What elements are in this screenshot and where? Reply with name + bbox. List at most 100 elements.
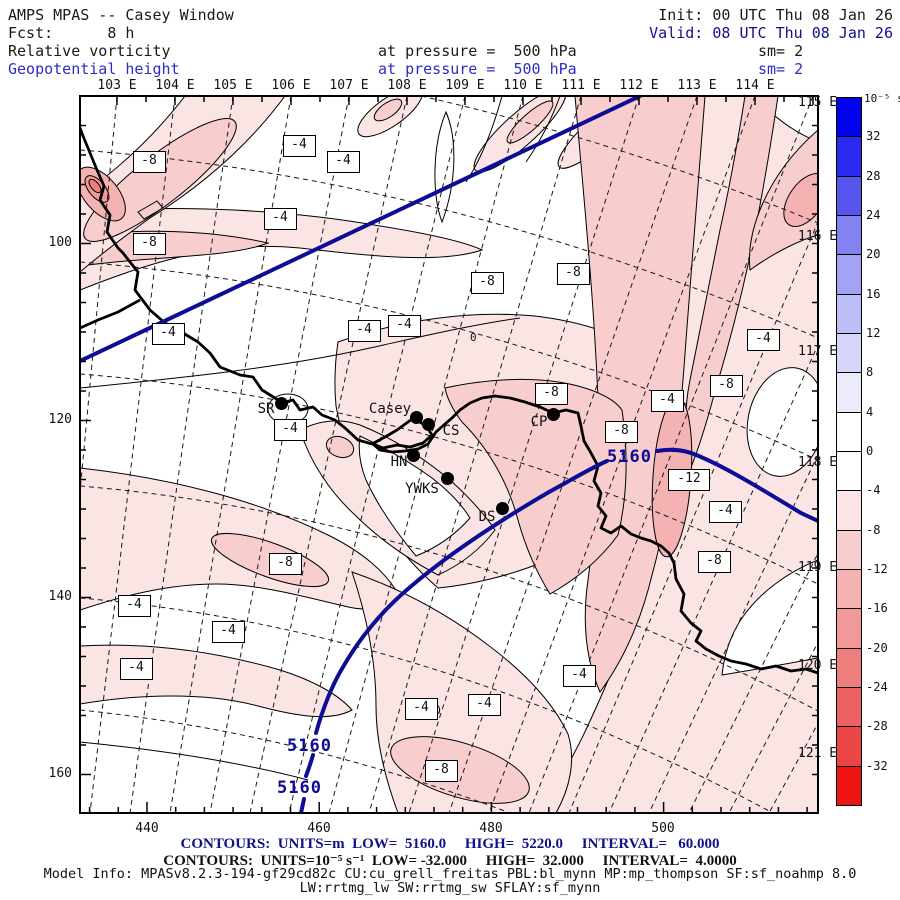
field2-level: at pressure = 500 hPa bbox=[378, 60, 577, 78]
contour-label: -8 bbox=[470, 272, 504, 294]
colorbar-tick-label: -12 bbox=[866, 561, 888, 576]
field2-smoothing: sm= 2 bbox=[758, 60, 804, 78]
contour-label: -8 bbox=[132, 151, 166, 173]
colorbar-segment bbox=[836, 332, 862, 374]
forecast-hour: Fcst: 8 h bbox=[8, 24, 135, 42]
colorbar-segment bbox=[836, 136, 862, 177]
top-axis-label: 111 E bbox=[561, 78, 601, 93]
height-contour-label: 5160 bbox=[277, 778, 322, 798]
colorbar-segment bbox=[836, 293, 862, 334]
colorbar-segment bbox=[836, 647, 862, 688]
colorbar-tick-label: 12 bbox=[866, 325, 881, 340]
colorbar-segment bbox=[836, 686, 862, 728]
contour-label: -4 bbox=[151, 323, 185, 345]
station-label-ywks: YWKS bbox=[405, 481, 439, 497]
station-label-hn: HN bbox=[390, 454, 408, 470]
contour-label: -4 bbox=[282, 135, 316, 157]
height-contour-5160-a bbox=[299, 797, 306, 813]
right-axis-label: 120 E bbox=[798, 658, 838, 673]
contour-label: -8 bbox=[534, 383, 568, 405]
colorbar-tick-label: -28 bbox=[866, 719, 888, 734]
colorbar-segment bbox=[836, 765, 862, 806]
contour-label: -4 bbox=[326, 151, 360, 173]
station-dot-cp bbox=[547, 408, 560, 421]
top-axis-label: 105 E bbox=[213, 78, 253, 93]
station-dot-casey bbox=[410, 411, 423, 424]
contour-label: -4 bbox=[467, 694, 501, 716]
colorbar-tick-label: 16 bbox=[866, 286, 881, 301]
station-label-sr: SR bbox=[257, 401, 275, 417]
colorbar-tick-label: 0 bbox=[866, 443, 874, 458]
right-axis-label: 115 E bbox=[798, 95, 838, 110]
colorbar-segment bbox=[836, 97, 862, 138]
contour-label: -8 bbox=[697, 551, 731, 573]
top-axis-label: 103 E bbox=[97, 78, 137, 93]
station-label-cp: CP bbox=[530, 414, 548, 430]
contour-info-vorticity: CONTOURS: UNITS=10⁻⁵ s⁻¹ LOW= -32.000 HI… bbox=[163, 853, 737, 869]
field1-name: Relative vorticity bbox=[8, 42, 171, 60]
station-dot-ds bbox=[496, 502, 509, 515]
colorbar-segment bbox=[836, 411, 862, 452]
colorbar-tick-label: 24 bbox=[866, 207, 881, 222]
contour-label: -8 bbox=[132, 233, 166, 255]
field2-name: Geopotential height bbox=[8, 60, 180, 78]
field1-level: at pressure = 500 hPa bbox=[378, 42, 577, 60]
station-dot-ywks bbox=[441, 472, 454, 485]
contour-info-height: CONTOURS: UNITS=m LOW= 5160.0 HIGH= 5220… bbox=[180, 836, 720, 852]
contour-label: -8 bbox=[268, 553, 302, 575]
right-axis-label: 118 E bbox=[798, 455, 838, 470]
colorbar-tick-label: -16 bbox=[866, 601, 888, 616]
station-dot-sr bbox=[275, 397, 288, 410]
colorbar-segment bbox=[836, 175, 862, 216]
colorbar-segment bbox=[836, 490, 862, 531]
contour-label: -4 bbox=[562, 665, 596, 687]
station-label-ds: DS bbox=[478, 509, 496, 525]
left-axis-label: 120 bbox=[48, 412, 72, 427]
zero-contour-label: 0 bbox=[470, 331, 477, 344]
colorbar-tick-label: -24 bbox=[866, 679, 888, 694]
station-label-cs: CS bbox=[442, 423, 460, 439]
height-contour-upper bbox=[80, 96, 642, 363]
thin-contour-lines bbox=[80, 96, 561, 781]
top-axis-label: 110 E bbox=[503, 78, 543, 93]
colorbar-tick-label: -4 bbox=[866, 483, 881, 498]
contour-label: -4 bbox=[387, 315, 421, 337]
station-dot-cs bbox=[422, 418, 435, 431]
contour-label: -4 bbox=[117, 595, 151, 617]
colorbar-tick-label: 28 bbox=[866, 168, 881, 183]
colorbar-segment bbox=[836, 608, 862, 649]
colorbar-tick-label: 8 bbox=[866, 365, 874, 380]
map-frame bbox=[79, 95, 819, 814]
colorbar-tick-label: -8 bbox=[866, 522, 881, 537]
contour-label: -4 bbox=[273, 419, 307, 441]
height-contour-5160-d bbox=[655, 447, 818, 523]
bottom-axis-label: 480 bbox=[479, 821, 503, 836]
top-axis-label: 109 E bbox=[445, 78, 485, 93]
top-axis-label: 108 E bbox=[387, 78, 427, 93]
contour-label: -4 bbox=[263, 208, 297, 230]
top-axis-label: 113 E bbox=[677, 78, 717, 93]
contour-label: -4 bbox=[119, 658, 153, 680]
model-info-line1: Model Info: MPASv8.2.3-194-gf29cd82c CU:… bbox=[43, 866, 857, 882]
meridians bbox=[80, 96, 818, 813]
top-axis-label: 112 E bbox=[619, 78, 659, 93]
colorbar-tick-label: -20 bbox=[866, 640, 888, 655]
contour-label: -8 bbox=[709, 375, 743, 397]
colorbar-segment bbox=[836, 726, 862, 767]
contour-label: -4 bbox=[650, 390, 684, 412]
top-axis-label: 104 E bbox=[155, 78, 195, 93]
top-axis-label: 114 E bbox=[735, 78, 775, 93]
contour-label: -4 bbox=[404, 698, 438, 720]
top-axis-label: 107 E bbox=[329, 78, 369, 93]
bottom-axis-label: 460 bbox=[307, 821, 331, 836]
right-axis-label: 116 E bbox=[798, 229, 838, 244]
colorbar-segment bbox=[836, 214, 862, 256]
right-axis-label: 119 E bbox=[798, 560, 838, 575]
height-contours bbox=[80, 96, 818, 813]
init-time: Init: 00 UTC Thu 08 Jan 26 bbox=[658, 6, 893, 24]
colorbar-segment bbox=[836, 568, 862, 610]
contour-label: -8 bbox=[424, 760, 458, 782]
colorbar-tick-label: -32 bbox=[866, 758, 888, 773]
